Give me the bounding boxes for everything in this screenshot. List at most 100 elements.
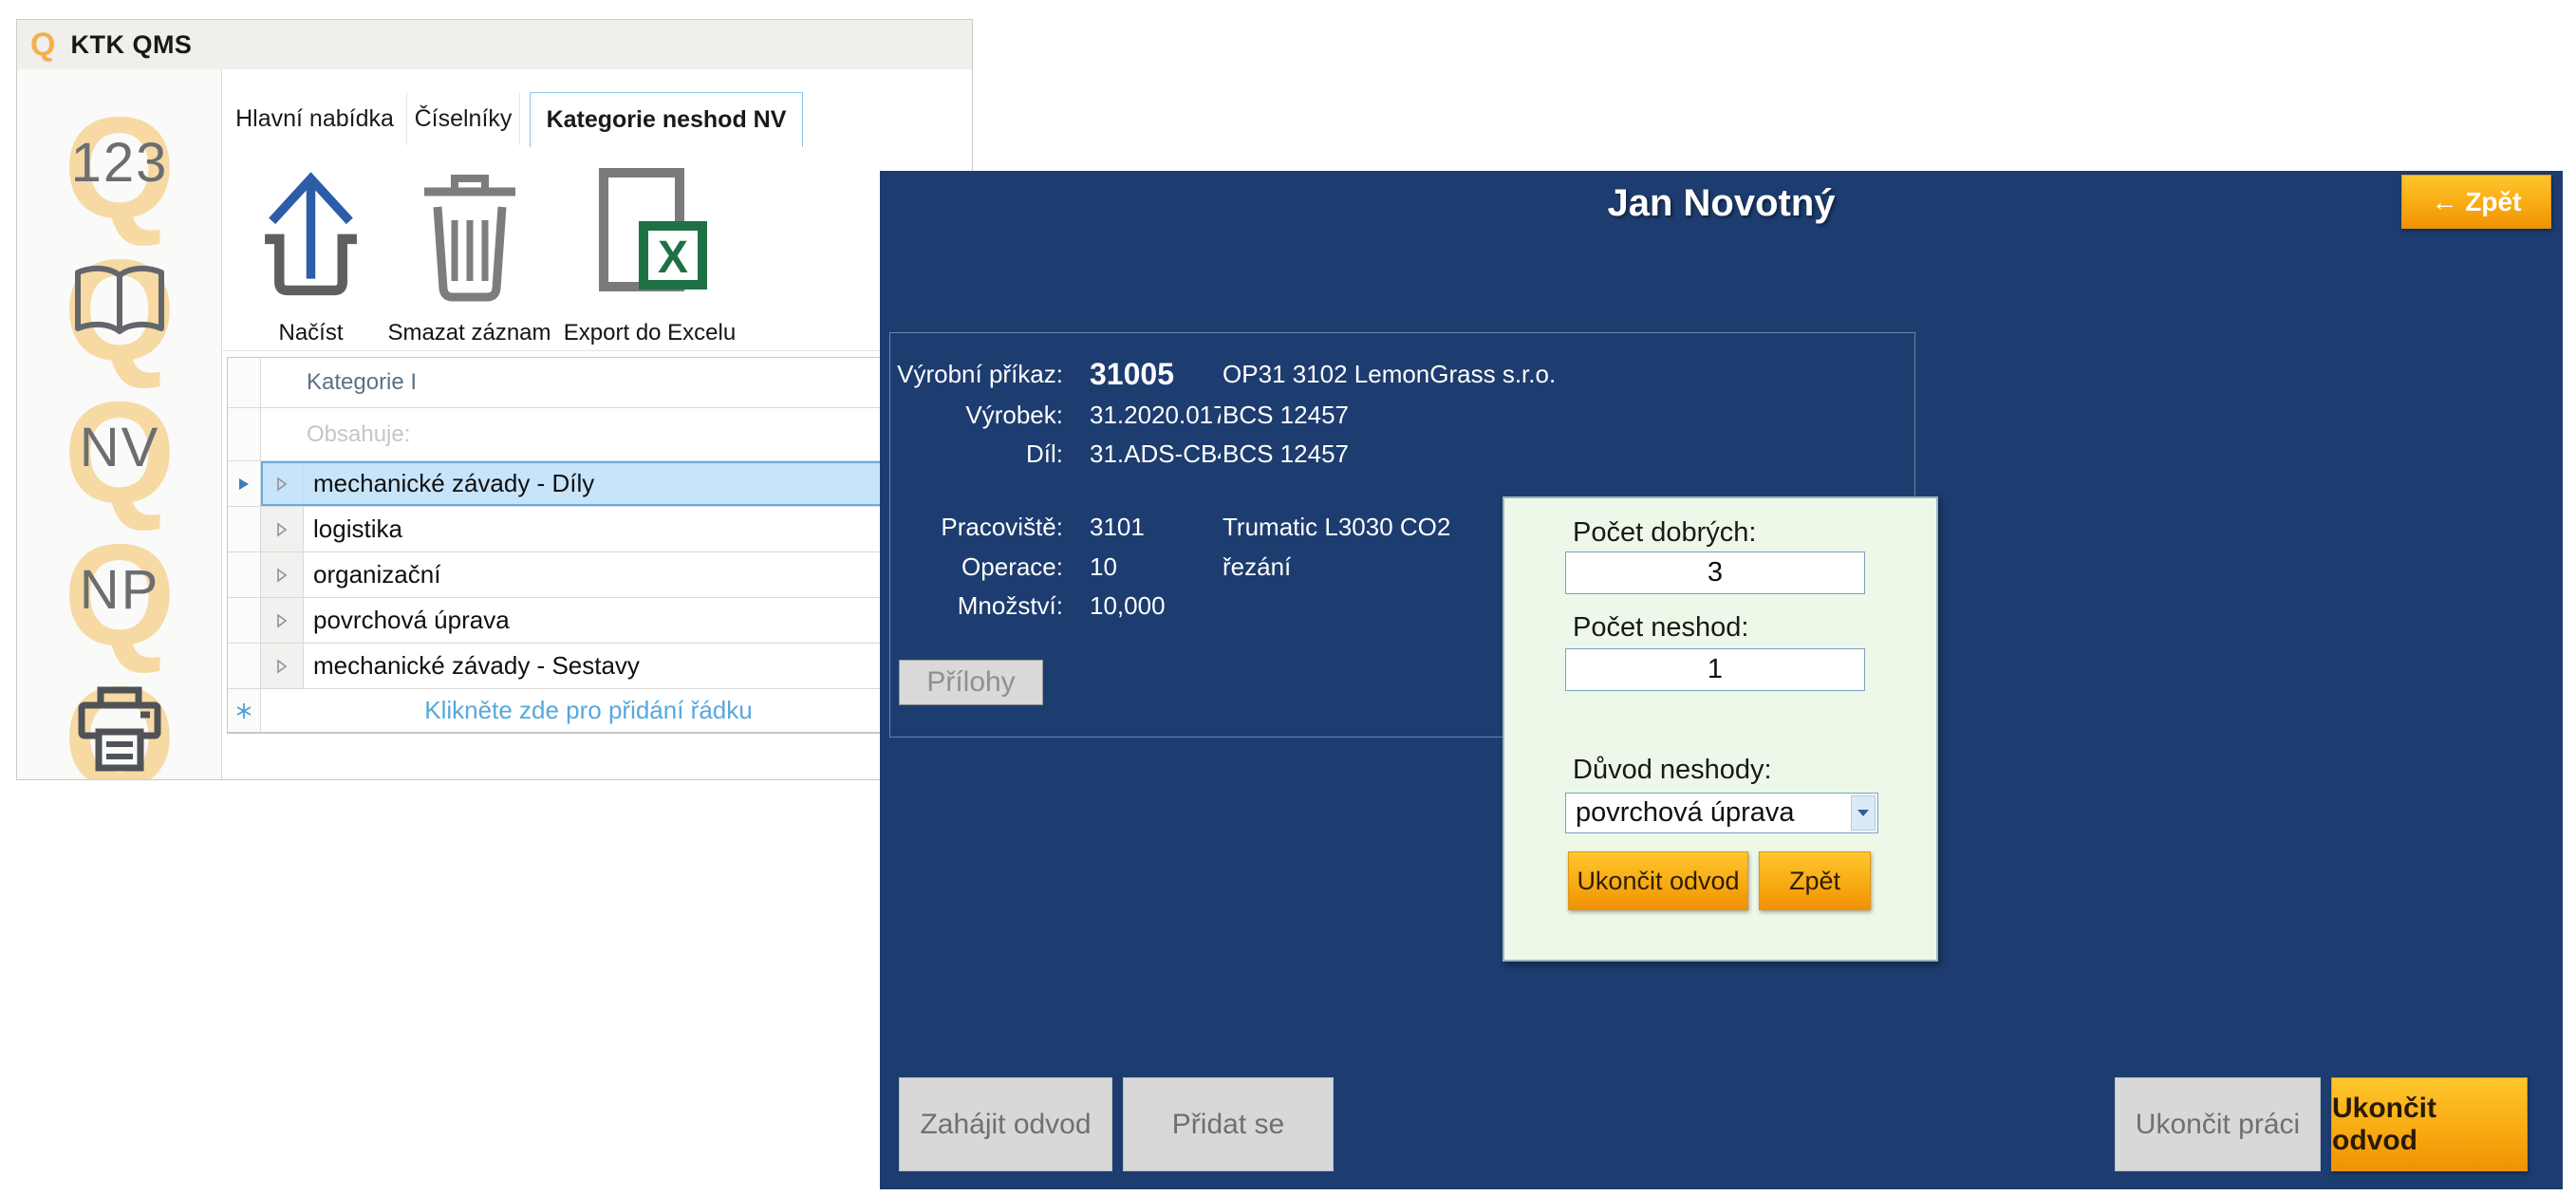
info-extra: řezání	[1223, 551, 1292, 581]
export-excel-button[interactable]: X Export do Excelu	[557, 160, 742, 350]
tab-ciselniky[interactable]: Číselníky	[407, 92, 520, 145]
info-extra: Trumatic L3030 CO2	[1223, 512, 1451, 541]
form-back-button[interactable]: Zpět	[1759, 851, 1871, 910]
expand-row-toggle[interactable]	[261, 598, 304, 643]
export-excel-button-label: Export do Excelu	[563, 320, 737, 346]
category-cell: mechanické závady - Sestavy	[313, 651, 640, 680]
row-indicator-cell	[228, 598, 261, 643]
row-indicator-cell	[228, 644, 261, 688]
chevron-right-icon	[277, 567, 288, 583]
load-button-label: Načíst	[278, 320, 344, 346]
tab-label: Hlavní nabídka	[235, 104, 394, 132]
selected-row-arrow-icon	[239, 477, 249, 490]
info-value: 10,000	[1090, 590, 1166, 620]
info-value: 31005	[1090, 356, 1174, 391]
reason-dropdown-value: povrchová úprava	[1576, 797, 1795, 828]
info-label: Výrobní příkaz:	[897, 359, 1063, 388]
info-extra: OP31 3102 LemonGrass s.r.o.	[1223, 359, 1557, 388]
operator-terminal-panel: Jan Novotný ← Zpět Výrobní příkaz: 31005…	[880, 171, 2563, 1189]
ribbon-toolbar: Načíst Smazat záznam X Export do Excelu	[223, 160, 972, 350]
end-output-button[interactable]: Ukončit odvod	[2331, 1077, 2528, 1171]
back-button[interactable]: ← Zpět	[2401, 175, 2551, 229]
chevron-down-icon	[1857, 810, 1869, 816]
book-icon	[68, 262, 171, 348]
info-value: 31.ADS-CB4-2234	[1090, 439, 1221, 468]
sidebar-item-123[interactable]: Q 123	[17, 91, 221, 240]
svg-text:X: X	[658, 233, 688, 283]
chevron-right-icon	[277, 612, 288, 628]
info-label: Výrobek:	[965, 400, 1063, 429]
table-row[interactable]: povrchová úprava	[228, 598, 916, 644]
delete-record-button-label: Smazat záznam	[387, 320, 551, 346]
order-info-box: Výrobní příkaz: 31005 OP31 3102 LemonGra…	[889, 332, 1915, 738]
start-output-button[interactable]: Zahájit odvod	[899, 1077, 1112, 1171]
info-row: Pracoviště: 3101 Trumatic L3030 CO2	[890, 509, 1914, 545]
info-row: Výrobní příkaz: 31005 OP31 3102 LemonGra…	[890, 356, 1914, 392]
ktk-qms-window: Q KTK QMS Q 123 Q Q NV Q NP Q	[16, 19, 973, 780]
app-logo-q-icon: Q	[30, 27, 56, 63]
printer-icon	[70, 684, 169, 780]
dropdown-arrow-button[interactable]	[1851, 795, 1876, 831]
expand-row-toggle[interactable]	[261, 461, 304, 506]
expand-row-toggle[interactable]	[261, 644, 304, 688]
tab-label: Kategorie neshod NV	[546, 106, 787, 133]
sidebar-item-book[interactable]: Q	[17, 234, 221, 383]
table-header-row: Kategorie I	[228, 358, 916, 408]
info-row: Operace: 10 řezání	[890, 549, 1914, 585]
excel-icon: X	[590, 165, 709, 312]
expand-row-toggle[interactable]	[261, 507, 304, 551]
row-indicator-cell	[228, 552, 261, 597]
delete-record-button[interactable]: Smazat záznam	[377, 160, 562, 350]
info-extra: BCS 12457	[1223, 400, 1349, 429]
q-watermark-icon: Q	[63, 372, 177, 533]
sidebar-item-label: NP	[79, 558, 160, 621]
reason-dropdown[interactable]: povrchová úprava	[1565, 793, 1878, 833]
ribbon-separator	[223, 350, 972, 351]
finish-output-button[interactable]: Ukončit odvod	[1568, 851, 1748, 910]
column-header[interactable]: Kategorie I	[307, 369, 418, 395]
good-count-input[interactable]	[1565, 551, 1865, 594]
category-cell: logistika	[313, 514, 402, 543]
chevron-right-icon	[277, 658, 288, 674]
row-indicator-header-cell	[228, 358, 261, 407]
info-value: 31.2020.017	[1090, 400, 1221, 429]
titlebar: Q KTK QMS	[17, 20, 972, 69]
app-content: Hlavní nabídka Číselníky Kategorie nesho…	[223, 69, 972, 779]
join-button[interactable]: Přidat se	[1123, 1077, 1334, 1171]
category-cell: mechanické závady - Díly	[304, 461, 916, 506]
tab-hlavni-nabidka[interactable]: Hlavní nabídka	[223, 92, 407, 145]
reason-label: Důvod neshody:	[1573, 755, 1772, 785]
add-row[interactable]: Klikněte zde pro přidání řádku	[228, 689, 916, 733]
expand-row-toggle[interactable]	[261, 552, 304, 597]
info-label: Množství:	[957, 590, 1063, 620]
new-row-asterisk-icon	[228, 689, 261, 732]
upload-icon	[252, 165, 370, 312]
sidebar-item-nv[interactable]: Q NV	[17, 376, 221, 525]
table-row[interactable]: logistika	[228, 507, 916, 552]
add-row-label: Klikněte zde pro přidání řádku	[424, 696, 753, 724]
bad-count-input[interactable]	[1565, 648, 1865, 691]
info-value: 10	[1090, 551, 1117, 581]
sidebar-item-label: NV	[79, 416, 160, 478]
tab-kategorie-neshod-nv[interactable]: Kategorie neshod NV	[530, 92, 803, 147]
end-work-button[interactable]: Ukončit práci	[2115, 1077, 2321, 1171]
attachments-button[interactable]: Přílohy	[899, 660, 1043, 705]
table-row[interactable]: organizační	[228, 552, 916, 598]
table-row[interactable]: mechanické závady - Díly	[228, 461, 916, 507]
info-value: 3101	[1090, 512, 1145, 541]
chevron-right-icon	[277, 476, 288, 492]
bad-count-label: Počet neshod:	[1573, 612, 1749, 643]
output-form-panel: Počet dobrých: Počet neshod: Důvod nesho…	[1503, 496, 1938, 962]
info-row: Množství: 10,000	[890, 588, 1914, 624]
filter-input[interactable]: Obsahuje:	[307, 420, 411, 447]
table-row[interactable]: mechanické závady - Sestavy	[228, 644, 916, 689]
load-button[interactable]: Načíst	[252, 160, 370, 350]
tab-strip: Hlavní nabídka Číselníky Kategorie nesho…	[223, 91, 972, 147]
info-row: Díl: 31.ADS-CB4-2234 BCS 12457	[890, 436, 1914, 472]
category-cell: organizační	[313, 560, 441, 589]
info-label: Pracoviště:	[941, 512, 1063, 541]
sidebar-item-np[interactable]: Q NP	[17, 518, 221, 667]
sidebar-item-print[interactable]: Q	[17, 661, 221, 780]
sidebar-item-label: 123	[70, 131, 169, 194]
row-indicator-cell	[228, 507, 261, 551]
